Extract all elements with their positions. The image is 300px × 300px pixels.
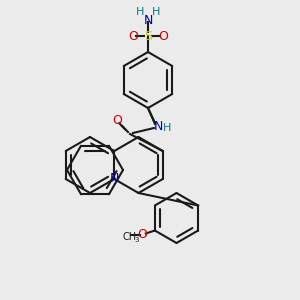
Text: O: O bbox=[158, 29, 168, 43]
Text: H: H bbox=[163, 123, 171, 133]
Text: CH: CH bbox=[123, 232, 137, 242]
Text: H: H bbox=[152, 7, 160, 17]
Text: O: O bbox=[112, 115, 122, 128]
Text: N: N bbox=[110, 172, 119, 185]
Text: N: N bbox=[153, 119, 163, 133]
Text: O: O bbox=[128, 29, 138, 43]
Text: O: O bbox=[137, 228, 147, 241]
Text: S: S bbox=[144, 29, 152, 43]
Text: N: N bbox=[143, 14, 153, 26]
Text: 3: 3 bbox=[135, 236, 139, 242]
Text: H: H bbox=[136, 7, 144, 17]
